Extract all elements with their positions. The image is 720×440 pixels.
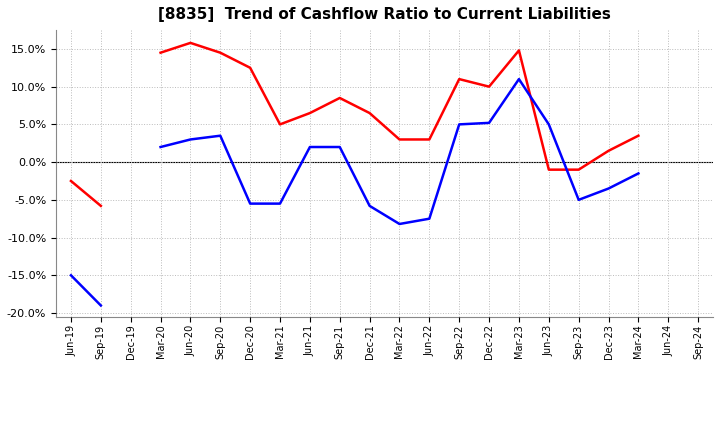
- Operating CF to Current Liabilities: [156, 50, 165, 55]
- Operating CF to Current Liabilities: [455, 77, 464, 82]
- Free CF to Current Liabilities: [604, 186, 613, 191]
- Free CF to Current Liabilities: [276, 201, 284, 206]
- Free CF to Current Liabilities: [515, 77, 523, 82]
- Operating CF to Current Liabilities: [246, 65, 254, 70]
- Operating CF to Current Liabilities: [515, 48, 523, 53]
- Title: [8835]  Trend of Cashflow Ratio to Current Liabilities: [8835] Trend of Cashflow Ratio to Curren…: [158, 7, 611, 22]
- Free CF to Current Liabilities: [186, 137, 194, 142]
- Free CF to Current Liabilities: [67, 273, 76, 278]
- Free CF to Current Liabilities: [544, 122, 553, 127]
- Free CF to Current Liabilities: [575, 197, 583, 202]
- Operating CF to Current Liabilities: [216, 50, 225, 55]
- Operating CF to Current Liabilities: [395, 137, 404, 142]
- Operating CF to Current Liabilities: [425, 137, 433, 142]
- Operating CF to Current Liabilities: [96, 203, 105, 209]
- Free CF to Current Liabilities: [365, 203, 374, 209]
- Free CF to Current Liabilities: [246, 201, 254, 206]
- Free CF to Current Liabilities: [156, 144, 165, 150]
- Line: Operating CF to Current Liabilities: Operating CF to Current Liabilities: [71, 43, 639, 206]
- Operating CF to Current Liabilities: [276, 122, 284, 127]
- Operating CF to Current Liabilities: [634, 133, 643, 138]
- Operating CF to Current Liabilities: [544, 167, 553, 172]
- Line: Free CF to Current Liabilities: Free CF to Current Liabilities: [71, 79, 639, 305]
- Operating CF to Current Liabilities: [485, 84, 493, 89]
- Operating CF to Current Liabilities: [336, 95, 344, 101]
- Free CF to Current Liabilities: [305, 144, 314, 150]
- Free CF to Current Liabilities: [96, 303, 105, 308]
- Operating CF to Current Liabilities: [604, 148, 613, 154]
- Operating CF to Current Liabilities: [305, 110, 314, 116]
- Free CF to Current Liabilities: [395, 221, 404, 227]
- Free CF to Current Liabilities: [485, 120, 493, 125]
- Operating CF to Current Liabilities: [67, 178, 76, 183]
- Free CF to Current Liabilities: [455, 122, 464, 127]
- Operating CF to Current Liabilities: [365, 110, 374, 116]
- Free CF to Current Liabilities: [425, 216, 433, 221]
- Operating CF to Current Liabilities: [186, 40, 194, 45]
- Free CF to Current Liabilities: [216, 133, 225, 138]
- Free CF to Current Liabilities: [336, 144, 344, 150]
- Operating CF to Current Liabilities: [575, 167, 583, 172]
- Free CF to Current Liabilities: [634, 171, 643, 176]
